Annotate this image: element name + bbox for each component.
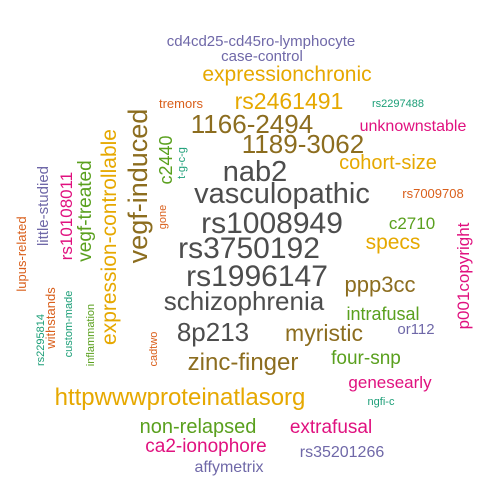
word-39: four-snp — [331, 348, 401, 369]
word-36: myristic — [285, 320, 363, 346]
word-19: c2710 — [389, 214, 435, 233]
word-29: withstands — [43, 287, 58, 350]
word-10: t-g-c-g — [176, 147, 188, 179]
word-46: ca2-ionophore — [145, 436, 266, 457]
word-33: schizophrenia — [164, 286, 325, 316]
word-23: specs — [366, 231, 421, 254]
word-30: custom-made — [63, 291, 75, 358]
word-5: rs2297488 — [372, 98, 424, 110]
word-15: vasculopathic — [194, 178, 370, 210]
word-28: ppp3cc — [345, 272, 416, 297]
word-12: nab2 — [223, 156, 288, 188]
word-22: vegf-treated — [75, 160, 96, 261]
word-27: rs1996147 — [186, 260, 328, 293]
word-11: cohort-size — [339, 152, 437, 174]
word-31: rs2295814 — [35, 314, 47, 366]
word-17: gone — [157, 205, 169, 229]
word-38: cadtwo — [148, 332, 160, 367]
word-13: expression-controllable — [98, 129, 121, 345]
word-26: lupus-related — [14, 216, 29, 291]
word-3: tremors — [159, 96, 204, 111]
word-4: rs2461491 — [235, 88, 344, 114]
word-35: 8p213 — [177, 317, 249, 347]
word-8: 1189-3062 — [242, 129, 364, 159]
word-45: extrafusal — [290, 417, 372, 438]
word-47: rs35201266 — [300, 444, 385, 461]
word-32: inflammation — [85, 304, 97, 366]
word-34: intrafusal — [346, 304, 419, 324]
word-9: c2440 — [156, 135, 176, 184]
word-37: or112 — [397, 321, 434, 338]
word-1: case-control — [221, 48, 303, 65]
word-43: ngfi-c — [368, 396, 395, 408]
word-6: 1166-2494 — [191, 109, 313, 139]
word-25: rs3750192 — [178, 232, 320, 265]
word-2: expressionchronic — [202, 63, 371, 86]
word-0: cd4cd25-cd45ro-lymphocyte — [167, 33, 355, 50]
word-41: genesearly — [348, 373, 432, 392]
word-7: unknownstable — [360, 118, 467, 135]
word-42: httpwwwproteinatlasorg — [55, 384, 306, 411]
word-14: vegf-induced — [123, 109, 153, 264]
word-18: rs1008949 — [201, 207, 343, 240]
word-21: rs10108011 — [57, 172, 76, 261]
word-48: affymetrix — [194, 459, 263, 476]
word-40: zinc-finger — [188, 349, 299, 376]
word-16: rs7009708 — [402, 186, 463, 201]
word-20: little-studied — [35, 166, 52, 246]
word-44: non-relapsed — [140, 416, 257, 438]
word-24: p001copyright — [454, 222, 473, 329]
